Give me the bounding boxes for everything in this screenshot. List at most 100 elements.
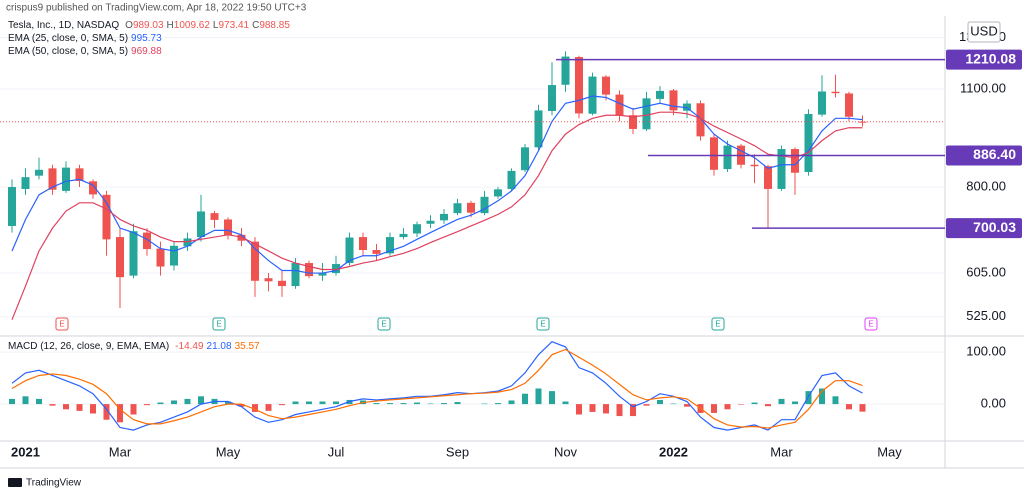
histogram-bar xyxy=(522,393,528,405)
legend-value: 969.88 xyxy=(131,46,162,57)
legend-row: Tesla, Inc., 1D, NASDAQ O989.03 H1009.62 L9… xyxy=(8,19,293,32)
histogram-bar xyxy=(589,404,596,412)
candle-body xyxy=(831,91,840,94)
brand: TradingView xyxy=(26,478,82,489)
candle-body xyxy=(399,233,408,238)
histogram-bar xyxy=(373,403,380,405)
candle-body xyxy=(548,85,556,111)
candle-body xyxy=(89,181,97,195)
histogram-bar xyxy=(805,391,812,405)
legend-value: -14.49 xyxy=(175,341,204,352)
legend-value: 1009.62 xyxy=(173,20,210,31)
histogram-bar xyxy=(643,404,650,406)
candle-body xyxy=(210,213,219,220)
candle-body xyxy=(602,76,610,95)
candle-body xyxy=(116,237,124,278)
signal-line xyxy=(11,348,863,429)
candle-body xyxy=(818,91,826,115)
earnings-badge xyxy=(711,317,725,331)
legend-prefix: C xyxy=(252,20,260,31)
x-tick-label: Jul xyxy=(328,444,345,459)
legend-row: EMA (50, close, 0, SMA, 5) 969.88 xyxy=(8,45,293,58)
histogram-bar xyxy=(171,400,177,405)
candle-body xyxy=(48,168,57,190)
candle-body xyxy=(710,137,718,170)
earnings-label: E xyxy=(216,320,221,329)
level-label: 700.03 xyxy=(973,219,1016,235)
candle-body xyxy=(534,110,543,148)
candle-body xyxy=(318,273,327,276)
candle-body xyxy=(413,224,421,234)
candle-body xyxy=(102,194,111,240)
candle-body xyxy=(183,238,192,247)
earnings-label: E xyxy=(381,320,386,329)
histogram-bar xyxy=(535,388,542,405)
legend-row: EMA (25, close, 0, SMA, 5) 995.73 xyxy=(8,32,293,45)
candle-body xyxy=(521,147,529,171)
histogram-bar xyxy=(63,404,69,410)
histogram-bar xyxy=(819,388,825,405)
histogram-bar xyxy=(49,404,56,406)
candle-body xyxy=(777,149,786,189)
histogram-bar xyxy=(576,404,582,415)
top-note: crispus9 published on TradingView.com, A… xyxy=(6,3,307,14)
histogram-bar xyxy=(711,404,717,413)
histogram-bar xyxy=(36,398,42,405)
legend-title: Tesla, Inc., 1D, NASDAQ xyxy=(8,20,120,31)
histogram-bar xyxy=(562,401,569,405)
candle-body xyxy=(764,166,772,189)
histogram-bar xyxy=(184,398,191,405)
earnings-badge xyxy=(55,317,69,331)
candle-body xyxy=(62,167,70,191)
y-tick-label: 800.00 xyxy=(966,178,1006,193)
histogram-bar xyxy=(400,403,407,405)
candle-body xyxy=(170,245,178,266)
candle-body xyxy=(129,231,138,276)
histogram-bar xyxy=(319,401,326,405)
candle-body xyxy=(35,169,43,176)
candle-body xyxy=(21,177,30,189)
candle-body xyxy=(615,94,624,116)
histogram-bar xyxy=(144,404,150,406)
legend-prefix: O xyxy=(125,20,133,31)
level-label: 1210.08 xyxy=(965,50,1016,66)
histogram-bar xyxy=(90,404,96,414)
histogram-bar xyxy=(306,401,312,405)
histogram-bar xyxy=(738,404,744,405)
histogram-bar xyxy=(616,404,623,417)
histogram-bar xyxy=(22,396,29,405)
candle-body xyxy=(386,237,394,254)
candle-body xyxy=(858,121,867,123)
macd-line xyxy=(11,340,863,431)
x-tick-label: 2021 xyxy=(11,444,40,459)
histogram-bar xyxy=(751,402,758,405)
candle-body xyxy=(359,237,367,251)
legend-title: MACD (12, 26, close, 9, EMA, EMA) xyxy=(8,341,170,352)
histogram-bar xyxy=(441,403,447,405)
histogram-bar xyxy=(778,398,785,405)
histogram-bar xyxy=(225,401,231,405)
level-label: 886.40 xyxy=(973,146,1016,162)
candle-body xyxy=(305,263,313,277)
histogram-bar xyxy=(684,404,690,407)
legend-prefix: H xyxy=(166,20,174,31)
candle-body xyxy=(669,90,678,111)
histogram-bar xyxy=(333,401,339,405)
histogram-bar xyxy=(603,404,609,414)
histogram-bar xyxy=(252,404,258,412)
histogram-bar xyxy=(279,404,285,406)
currency-box xyxy=(967,21,1001,43)
candle-body xyxy=(75,168,84,181)
earnings-badge xyxy=(864,317,878,331)
x-tick-label: Nov xyxy=(554,444,578,459)
y-tick-label: 525.00 xyxy=(966,308,1006,323)
candle-body xyxy=(291,263,300,287)
x-tick-label: 2022 xyxy=(659,444,688,459)
earnings-label: E xyxy=(540,320,545,329)
candle-body xyxy=(197,211,205,238)
candle-body xyxy=(494,189,502,197)
candle-body xyxy=(575,57,583,114)
price-legend: Tesla, Inc., 1D, NASDAQ O989.03 H1009.62 L9… xyxy=(8,19,293,58)
